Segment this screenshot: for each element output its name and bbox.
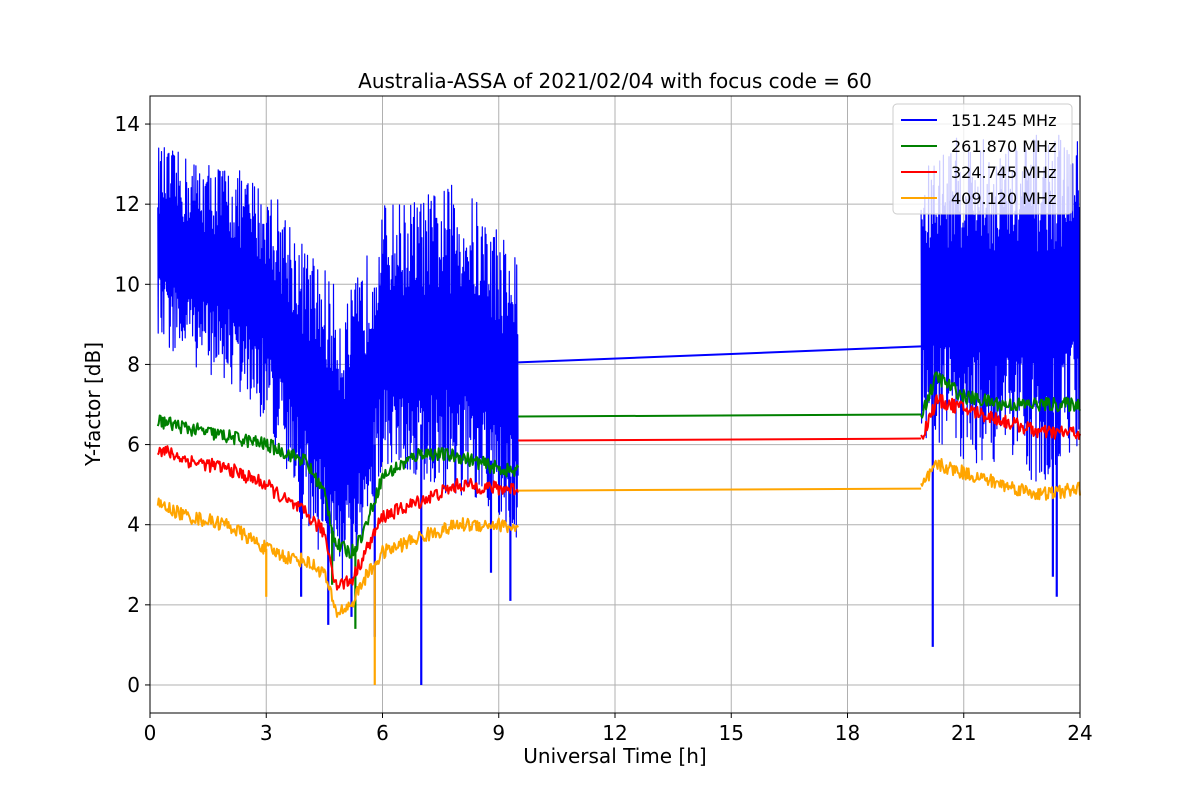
- series-line-segment: [920, 134, 1081, 482]
- y-tick-label: 8: [127, 352, 140, 376]
- series-bridge-line: [518, 413, 922, 418]
- series-bridge-line: [518, 487, 922, 492]
- series-line-segment: [920, 393, 1081, 440]
- series-line-segment: [156, 414, 520, 559]
- series-3: [156, 458, 1081, 685]
- series-line-segment: [156, 445, 520, 591]
- series-line-segment: [156, 497, 519, 618]
- legend-label: 261.870 MHz: [951, 137, 1056, 156]
- legend-label: 409.120 MHz: [951, 189, 1056, 208]
- series-bridge-line: [518, 437, 922, 442]
- series-line-segment: [920, 371, 1081, 419]
- plot-area: [156, 134, 1081, 685]
- y-tick-label: 12: [115, 192, 140, 216]
- x-tick-label: 21: [951, 721, 976, 745]
- y-tick-label: 14: [115, 112, 140, 136]
- chart-title: Australia-ASSA of 2021/02/04 with focus …: [358, 69, 872, 93]
- x-tick-label: 0: [144, 721, 157, 745]
- series-line-segment: [157, 147, 519, 580]
- legend-box: [892, 103, 1073, 215]
- legend: 151.245 MHz 261.870 MHz 324.745 MHz 409.120…: [892, 103, 1073, 215]
- x-tick-label: 9: [492, 721, 505, 745]
- series-2: [156, 393, 1081, 591]
- y-tick-label: 4: [127, 513, 140, 537]
- y-tick-label: 0: [127, 673, 140, 697]
- x-axis-label: Universal Time [h]: [523, 744, 706, 768]
- y-tick-label: 10: [115, 272, 140, 296]
- series-line-segment: [920, 458, 1081, 501]
- legend-label: 324.745 MHz: [951, 163, 1056, 182]
- x-tick-label: 24: [1067, 721, 1092, 745]
- x-tick-label: 15: [719, 721, 744, 745]
- legend-label: 151.245 MHz: [951, 111, 1056, 130]
- x-tick-label: 3: [260, 721, 273, 745]
- x-tick-label: 18: [835, 721, 860, 745]
- x-tick-label: 6: [376, 721, 389, 745]
- y-axis-label: Y-factor [dB]: [81, 342, 105, 467]
- y-tick-label: 6: [127, 433, 140, 457]
- y-tick-label: 2: [127, 593, 140, 617]
- series-bridge-line: [518, 345, 922, 364]
- series-0: [157, 134, 1081, 685]
- x-tick-label: 12: [602, 721, 627, 745]
